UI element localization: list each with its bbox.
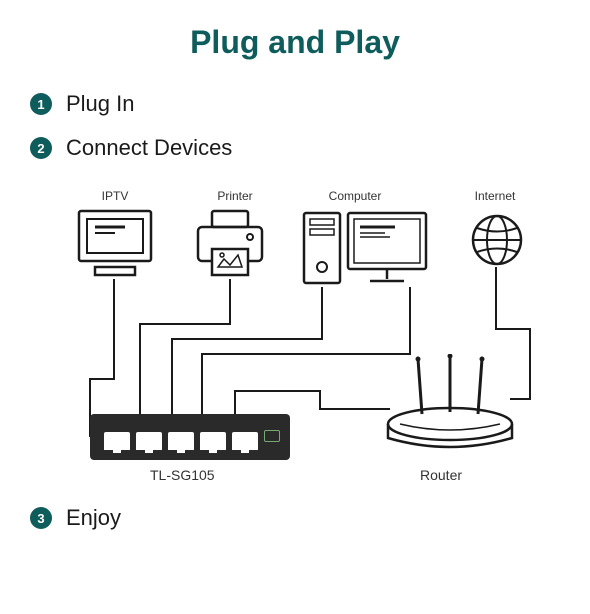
network-diagram: IPTV Printer Computer Internet: [30, 179, 560, 499]
step-3-badge: 3: [30, 507, 52, 529]
step-1: 1 Plug In: [0, 91, 590, 117]
switch-port: [232, 432, 258, 450]
step-1-badge: 1: [30, 93, 52, 115]
switch-port: [168, 432, 194, 450]
step-2-label: Connect Devices: [66, 135, 232, 161]
switch-label: TL-SG105: [150, 467, 215, 483]
switch-port: [104, 432, 130, 450]
router-label: Router: [420, 467, 462, 483]
router-icon: [380, 354, 520, 464]
page-title: Plug and Play: [0, 24, 590, 61]
step-3: 3 Enjoy: [0, 505, 590, 531]
step-2: 2 Connect Devices: [0, 135, 590, 161]
step-3-label: Enjoy: [66, 505, 121, 531]
switch-port: [200, 432, 226, 450]
step-2-badge: 2: [30, 137, 52, 159]
switch-device: [90, 414, 290, 460]
switch-port: [136, 432, 162, 450]
switch-led: [264, 430, 280, 442]
step-1-label: Plug In: [66, 91, 135, 117]
